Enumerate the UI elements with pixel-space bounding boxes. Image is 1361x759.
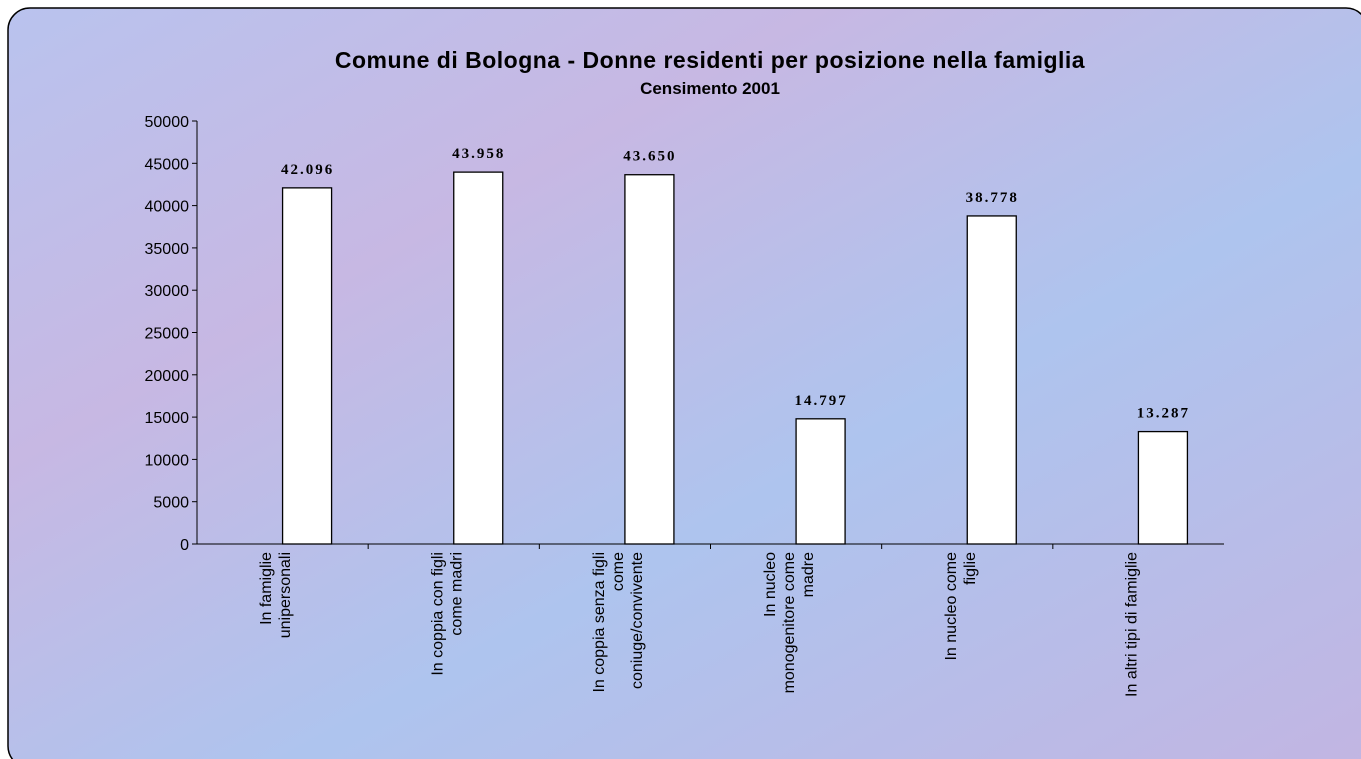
x-tick-label: In coppia con figli come madri [429,552,465,676]
chart-frame [7,7,1361,759]
y-tick-label: 25000 [145,326,190,343]
x-tick-label: In coppia senza figli come coniuge/convive… [591,552,646,693]
y-tick-label: 35000 [145,241,190,258]
chart-subtitle: Censimento 2001 [640,79,780,98]
value-label: 13.287 [1137,406,1190,422]
x-tick-label: In altri tipi di famiglie [1123,552,1140,697]
y-tick-label: 10000 [145,452,190,469]
y-tick-label: 0 [180,537,189,554]
y-tick-label: 15000 [145,410,190,427]
bar [281,187,333,545]
value-label: 14.797 [794,393,847,409]
y-tick-label: 20000 [145,368,190,385]
bar [453,171,504,545]
value-label: 42.096 [281,162,334,178]
chart-title: Comune di Bologna - Donne residenti per … [335,47,1085,73]
y-tick-label: 40000 [145,199,190,216]
bar [1137,430,1189,545]
x-tick-label: In famiglie unipersonali [258,552,294,638]
value-label: 43.958 [452,146,505,162]
y-tick-label: 30000 [145,283,190,300]
value-label: 43.650 [623,149,676,165]
value-label: 38.778 [966,190,1019,206]
y-tick-label: 50000 [145,114,190,131]
bar [624,174,675,545]
y-tick-label: 5000 [153,495,189,512]
bar [966,215,1017,545]
y-tick-label: 45000 [145,156,190,173]
x-tick-label: In nucleo come figlie [943,552,979,661]
x-tick-label: In nucleo monogenitore come madre [762,552,817,694]
bar [795,418,846,545]
